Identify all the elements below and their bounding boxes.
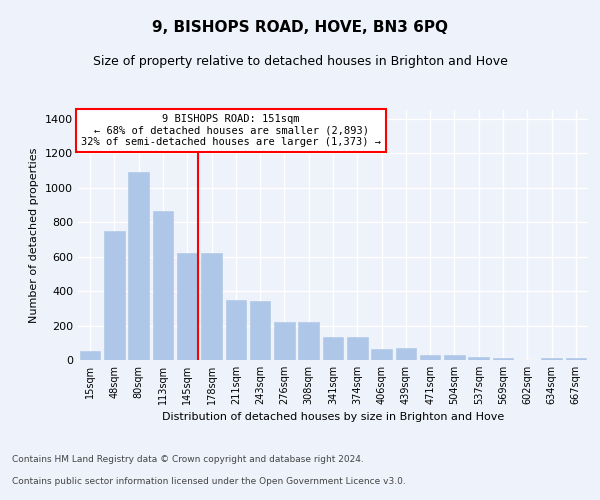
Bar — [493, 358, 514, 360]
Bar — [274, 322, 295, 360]
Text: 9 BISHOPS ROAD: 151sqm
← 68% of detached houses are smaller (2,893)
32% of semi-: 9 BISHOPS ROAD: 151sqm ← 68% of detached… — [81, 114, 381, 147]
Bar — [420, 355, 440, 360]
Text: Contains public sector information licensed under the Open Government Licence v3: Contains public sector information licen… — [12, 478, 406, 486]
Bar — [395, 348, 416, 360]
Bar — [104, 230, 125, 360]
Bar — [347, 336, 368, 360]
Y-axis label: Number of detached properties: Number of detached properties — [29, 148, 40, 322]
Text: Contains HM Land Registry data © Crown copyright and database right 2024.: Contains HM Land Registry data © Crown c… — [12, 455, 364, 464]
Bar — [250, 300, 271, 360]
Bar — [469, 356, 489, 360]
Bar — [226, 300, 246, 360]
Bar — [541, 358, 562, 360]
Bar — [371, 349, 392, 360]
Bar — [128, 172, 149, 360]
Bar — [201, 253, 222, 360]
Text: Size of property relative to detached houses in Brighton and Hove: Size of property relative to detached ho… — [92, 55, 508, 68]
Bar — [444, 355, 465, 360]
Text: Distribution of detached houses by size in Brighton and Hove: Distribution of detached houses by size … — [162, 412, 504, 422]
Bar — [298, 322, 319, 360]
Text: 9, BISHOPS ROAD, HOVE, BN3 6PQ: 9, BISHOPS ROAD, HOVE, BN3 6PQ — [152, 20, 448, 35]
Bar — [323, 336, 343, 360]
Bar — [152, 211, 173, 360]
Bar — [566, 358, 586, 360]
Bar — [80, 352, 100, 360]
Bar — [177, 253, 197, 360]
